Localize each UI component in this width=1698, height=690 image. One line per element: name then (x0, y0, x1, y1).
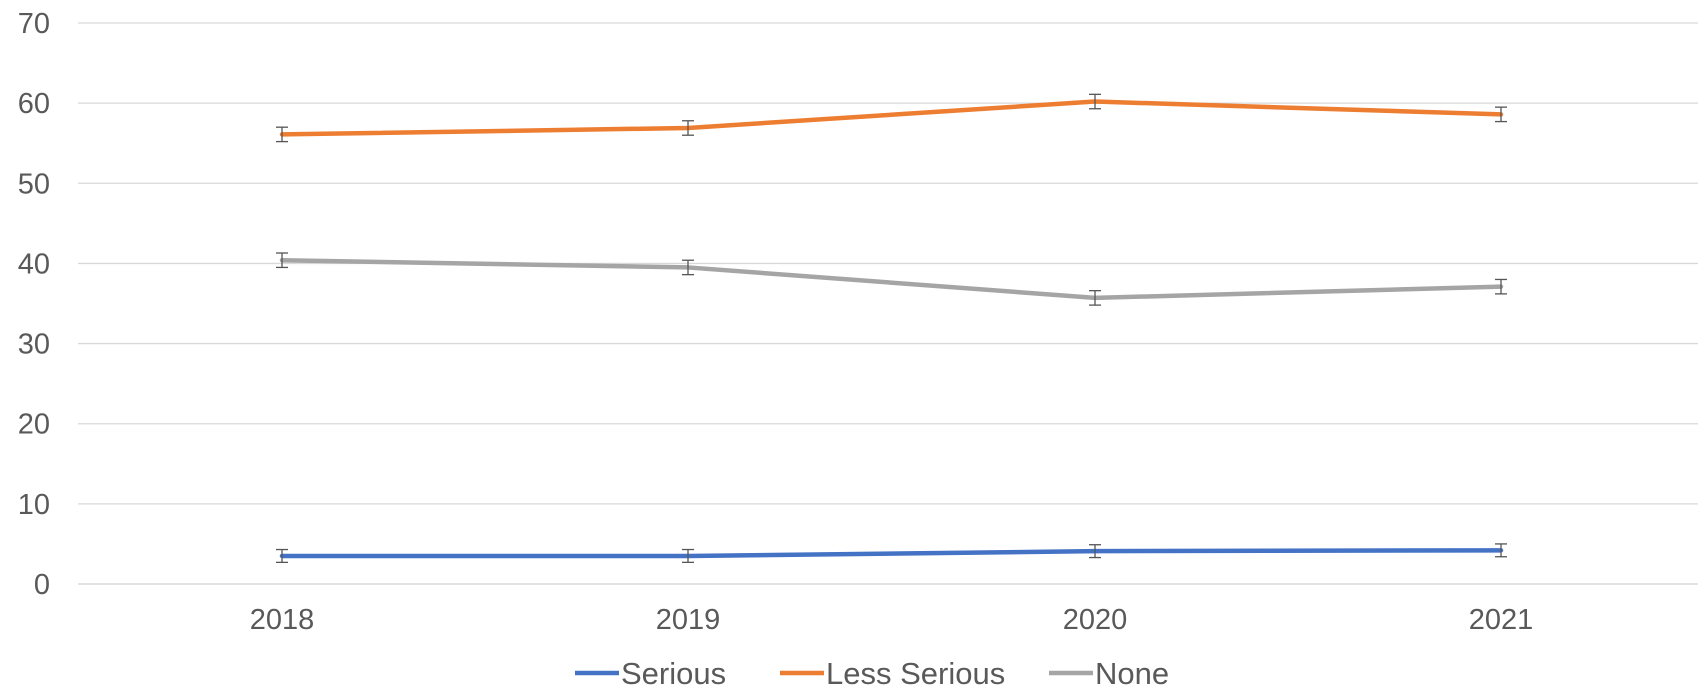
y-tick-label: 10 (18, 489, 50, 521)
series-line-serious (279, 548, 1504, 559)
x-tick-label: 2021 (1469, 604, 1534, 636)
y-tick-label: 20 (18, 409, 50, 441)
series-line-none (279, 257, 1504, 301)
legend-label-serious: Serious (621, 656, 726, 690)
y-tick-label: 0 (34, 569, 50, 601)
x-tick-label: 2018 (250, 604, 315, 636)
legend-label-none: None (1095, 656, 1169, 690)
x-tick-label: 2020 (1063, 604, 1128, 636)
series-line-less-serious (279, 99, 1504, 137)
y-tick-label: 40 (18, 248, 50, 280)
y-tick-label: 70 (18, 8, 50, 40)
legend-label-less-serious: Less Serious (826, 656, 1005, 690)
y-tick-label: 30 (18, 329, 50, 361)
y-tick-label: 60 (18, 88, 50, 120)
y-tick-label: 50 (18, 168, 50, 200)
x-tick-label: 2019 (656, 604, 721, 636)
